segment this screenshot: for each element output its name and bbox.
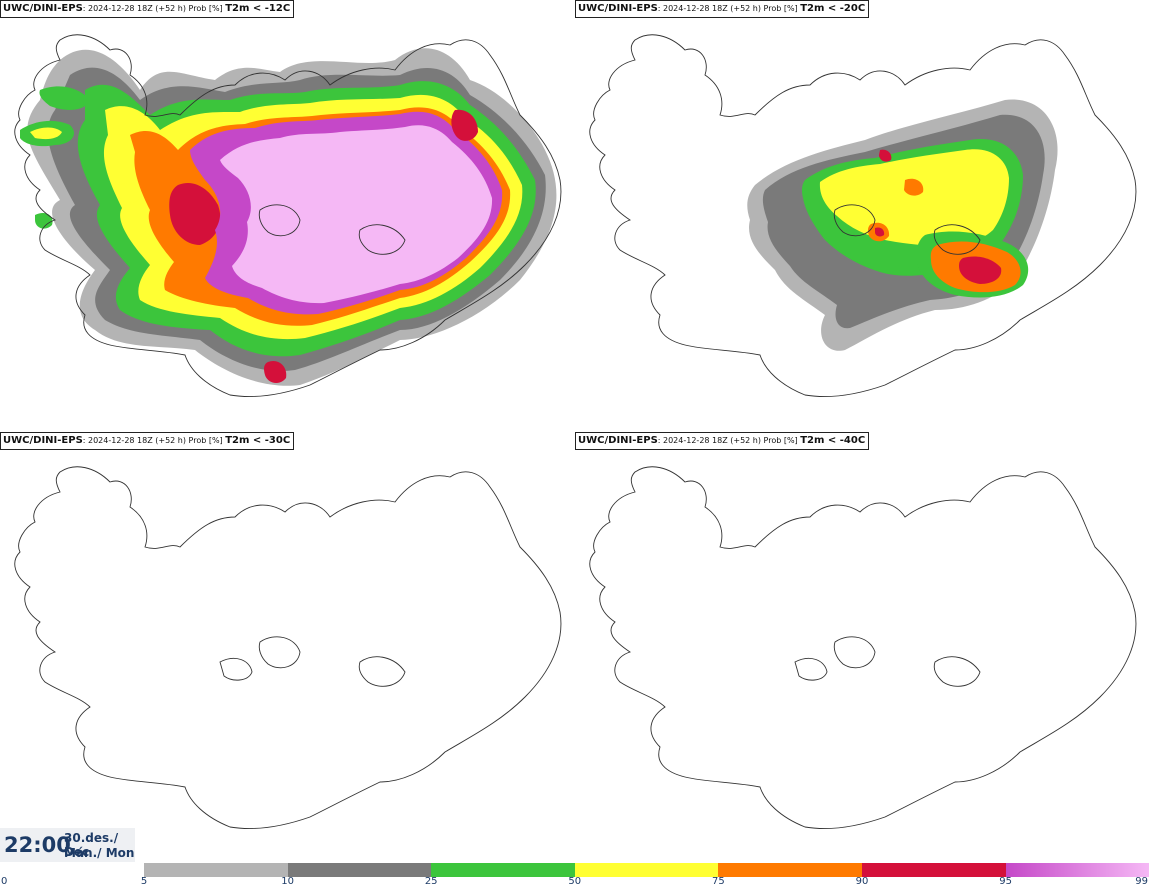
colorbar-tick-label: 5 [140,876,148,887]
colorbar-tick-label: 90 [855,876,869,887]
iceland-coastline [589,34,1137,398]
parameter-label: T2m < -12C [225,3,291,14]
colorbar-segment [862,863,1006,877]
run-info: : 2024-12-28 18Z (+52 h) Prob [%] [657,436,798,445]
field-layer [20,48,557,386]
map-panel-t2m-minus-12: UWC/DINI-EPS: 2024-12-28 18Z (+52 h) Pro… [0,0,575,432]
map-panel-t2m-minus-30: UWC/DINI-EPS: 2024-12-28 18Z (+52 h) Pro… [0,432,575,864]
parameter-label: T2m < -40C [800,435,866,446]
parameter-label: T2m < -30C [225,435,291,446]
probability-map [589,466,1137,830]
colorbar-tick-label: 50 [568,876,582,887]
colorbar-tick-label: 10 [281,876,294,887]
iceland-coastline [14,34,562,398]
colorbar-tick-label: 99 [1135,876,1148,887]
parameter-label: T2m < -20C [800,3,866,14]
colorbar-segment [574,863,719,877]
model-name: UWC/DINI-EPS [578,435,658,446]
colorbar-tick-label: 95 [999,876,1012,887]
map-panel-t2m-minus-20: UWC/DINI-EPS: 2024-12-28 18Z (+52 h) Pro… [575,0,1150,432]
field-layer [747,99,1058,351]
model-name: UWC/DINI-EPS [3,3,83,14]
valid-weekday: Mán./ Mon [64,846,135,860]
probability-map [14,34,562,398]
colorbar-segment [144,863,288,877]
probability-map [589,34,1137,398]
map-panel-t2m-minus-40: UWC/DINI-EPS: 2024-12-28 18Z (+52 h) Pro… [575,432,1150,864]
iceland-coastline [589,466,1137,830]
run-info: : 2024-12-28 18Z (+52 h) Prob [%] [657,4,798,13]
colorbar-segment [718,863,862,877]
panel-title: UWC/DINI-EPS: 2024-12-28 18Z (+52 h) Pro… [575,432,870,450]
panel-title: UWC/DINI-EPS: 2024-12-28 18Z (+52 h) Pro… [0,432,295,450]
valid-hour: 22:00 [4,833,71,857]
colorbar-segment [1005,863,1150,877]
colorbar-tick-label: 75 [712,876,725,887]
colorbar-segment [287,863,432,877]
iceland-coastline [14,466,562,830]
colorbar-tick-label: 0 [1,876,8,887]
probability-colorbar [144,863,1150,877]
valid-time-box: 22:00 30.des./ Dec Mán./ Mon [0,828,135,862]
panel-title: UWC/DINI-EPS: 2024-12-28 18Z (+52 h) Pro… [575,0,870,18]
colorbar-tick-label: 25 [424,876,438,887]
colorbar-segment [431,863,575,877]
run-info: : 2024-12-28 18Z (+52 h) Prob [%] [82,4,223,13]
valid-date: 30.des./ Dec [64,831,119,859]
model-name: UWC/DINI-EPS [578,3,658,14]
panel-title: UWC/DINI-EPS: 2024-12-28 18Z (+52 h) Pro… [0,0,295,18]
model-name: UWC/DINI-EPS [3,435,83,446]
probability-map [14,466,562,830]
run-info: : 2024-12-28 18Z (+52 h) Prob [%] [82,436,223,445]
